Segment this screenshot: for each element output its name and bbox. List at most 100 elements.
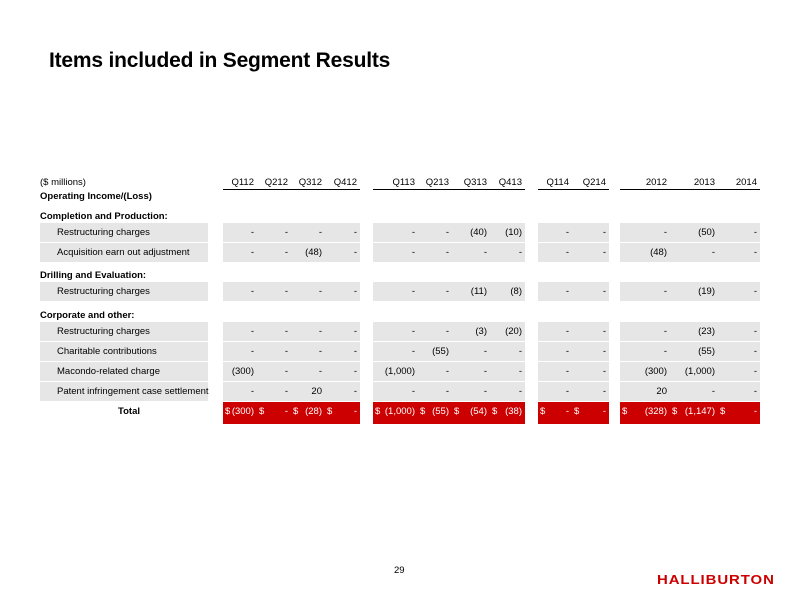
value-cell: - (572, 362, 609, 381)
total-value-cell: $ - (325, 402, 360, 424)
value-cell: - (373, 342, 418, 361)
value-cell: (3) (452, 322, 490, 341)
table-row: Macondo-related charge (300) - - - (1,000) - - -… (0, 362, 800, 381)
total-value-cell: $ - (538, 402, 572, 424)
unit-label: ($ millions) (40, 177, 86, 188)
total-value-cell: $ - (718, 402, 760, 424)
value-cell: - (257, 322, 291, 341)
value-cell: - (490, 342, 525, 361)
value-cell: - (572, 223, 609, 242)
table-row: Restructuring charges - - - - - - (40) (10) - - - (5… (0, 223, 800, 242)
total-value-cell: $ (55) (418, 402, 452, 424)
value-cell: - (257, 282, 291, 301)
currency-symbol: $ (225, 406, 231, 417)
value-cell: - (538, 342, 572, 361)
value-cell: (8) (490, 282, 525, 301)
operating-income-label: Operating Income/(Loss) (40, 191, 152, 202)
value-cell: - (373, 382, 418, 401)
column-header: Q214 (572, 176, 609, 190)
currency-symbol: $ (720, 406, 726, 417)
column-header: Q413 (490, 176, 525, 190)
value-cell: - (325, 322, 360, 341)
value-cell: - (670, 382, 718, 401)
value-cell: - (257, 223, 291, 242)
column-header: 2012 (620, 176, 670, 190)
value-cell: - (538, 382, 572, 401)
row-label: Patent infringement case settlement (57, 386, 209, 397)
total-value: (38) (505, 406, 522, 417)
value-cell: (1,000) (373, 362, 418, 381)
column-header: Q412 (325, 176, 360, 190)
value-cell: 20 (291, 382, 325, 401)
value-cell: - (325, 342, 360, 361)
value-cell: - (572, 322, 609, 341)
value-cell: - (257, 243, 291, 262)
value-cell: - (418, 282, 452, 301)
row-label-bg (40, 382, 208, 401)
table-row: Restructuring charges - - - - - - (11) (8) - - - (19… (0, 282, 800, 301)
value-cell: (48) (620, 243, 670, 262)
value-cell: - (718, 322, 760, 341)
value-cell: - (572, 282, 609, 301)
value-cell: - (452, 342, 490, 361)
currency-symbol: $ (259, 406, 265, 417)
currency-symbol: $ (293, 406, 299, 417)
header-underline (223, 189, 360, 190)
total-value-cell: $ (54) (452, 402, 490, 424)
currency-symbol: $ (375, 406, 381, 417)
value-cell: - (223, 282, 257, 301)
value-cell: - (538, 282, 572, 301)
total-value-cell: $ (28) (291, 402, 325, 424)
table-row: Acquisition earn out adjustment - - (48) - - -… (0, 243, 800, 262)
value-cell: - (538, 362, 572, 381)
section-row: Completion and Production: (0, 211, 800, 223)
row-label: Macondo-related charge (57, 366, 160, 377)
value-cell: - (490, 382, 525, 401)
value-cell: - (718, 223, 760, 242)
value-cell: - (325, 382, 360, 401)
total-value: - (565, 406, 569, 417)
row-label-bg (40, 362, 208, 381)
value-cell: (10) (490, 223, 525, 242)
currency-symbol: $ (454, 406, 460, 417)
value-cell: - (718, 243, 760, 262)
value-cell: (20) (490, 322, 525, 341)
total-value-cell: $ (1,000) (373, 402, 418, 424)
section-row: Corporate and other: (0, 310, 800, 322)
halliburton-logo: HALLIBURTON (657, 572, 775, 587)
total-value: (28) (305, 406, 322, 417)
value-cell: - (325, 362, 360, 381)
value-cell: - (452, 362, 490, 381)
value-cell: - (325, 282, 360, 301)
value-cell: - (373, 243, 418, 262)
value-cell: (55) (670, 342, 718, 361)
table-row: Restructuring charges - - - - - - (3) (20) - - - (23… (0, 322, 800, 341)
value-cell: - (538, 243, 572, 262)
currency-symbol: $ (420, 406, 426, 417)
value-cell: - (373, 282, 418, 301)
value-cell: - (223, 223, 257, 242)
value-cell: - (373, 223, 418, 242)
value-cell: - (452, 243, 490, 262)
row-label-bg (40, 342, 208, 361)
row-label: Restructuring charges (57, 326, 150, 337)
value-cell: - (223, 342, 257, 361)
value-cell: (48) (291, 243, 325, 262)
value-cell: - (223, 322, 257, 341)
value-cell: - (291, 362, 325, 381)
value-cell: - (291, 322, 325, 341)
value-cell: (23) (670, 322, 718, 341)
currency-symbol: $ (327, 406, 333, 417)
value-cell: - (418, 382, 452, 401)
value-cell: - (572, 342, 609, 361)
value-cell: (19) (670, 282, 718, 301)
total-value: - (753, 406, 757, 417)
total-value-cell: $ (300) (223, 402, 257, 424)
section-row: Drilling and Evaluation: (0, 270, 800, 282)
currency-symbol: $ (622, 406, 628, 417)
value-cell: - (718, 382, 760, 401)
value-cell: - (572, 243, 609, 262)
total-value: - (353, 406, 357, 417)
value-cell: - (620, 342, 670, 361)
value-cell: - (572, 382, 609, 401)
